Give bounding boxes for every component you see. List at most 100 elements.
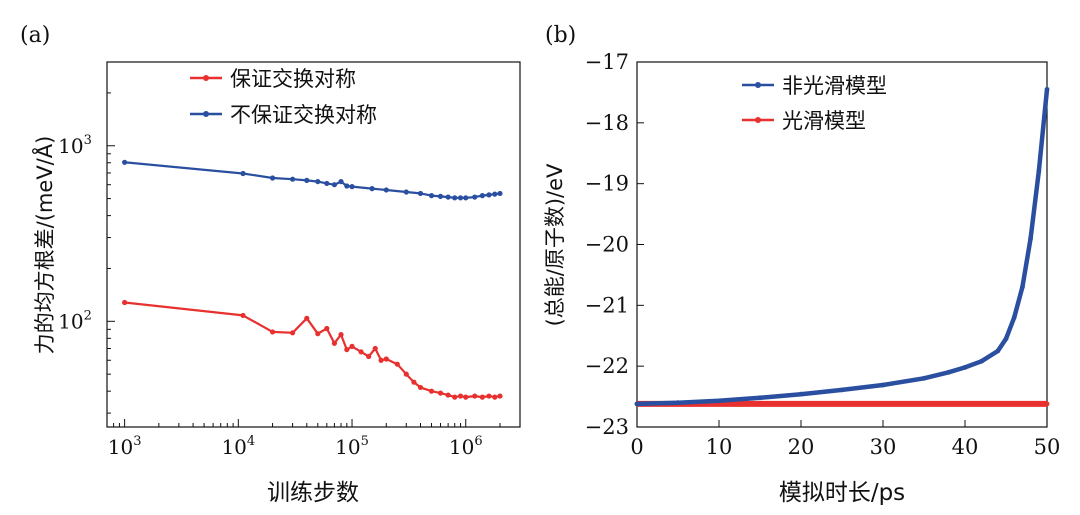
panel-b-series xyxy=(634,86,1050,407)
a-series-point-1 xyxy=(497,190,503,197)
panel-a-x-axis-label: 训练步数 xyxy=(267,480,359,506)
a-series-point-1 xyxy=(369,186,375,192)
b-series-point-0 xyxy=(757,395,763,401)
a-series-point-0 xyxy=(486,393,492,399)
a-series-point-1 xyxy=(486,192,492,198)
a-series-point-0 xyxy=(378,357,384,363)
a-series-point-1 xyxy=(331,182,338,188)
a-x-tick-label: 104 xyxy=(221,434,255,459)
a-series-point-1 xyxy=(492,191,498,197)
a-x-tick-base: 10 xyxy=(335,435,360,459)
a-series-point-0 xyxy=(358,349,364,355)
a-series-point-1 xyxy=(383,187,389,193)
panel-b: (b) 0 10 20 30 40 50 −23 −22 −21 −20 −19 −18 −17 模拟时… xyxy=(543,23,1060,506)
b-series-line-0 xyxy=(636,89,1050,407)
a-series-point-0 xyxy=(240,312,246,319)
a-series-point-1 xyxy=(344,183,350,189)
b-series-point-0 xyxy=(1020,284,1025,290)
b-x-tick-label: 30 xyxy=(870,435,897,459)
a-y-tick-base: 10 xyxy=(58,309,83,333)
a-x-tick-exp: 6 xyxy=(474,434,482,449)
b-series-point-0 xyxy=(1028,236,1033,241)
a-series-point-0 xyxy=(304,315,310,321)
a-series-point-1 xyxy=(338,178,344,185)
a-series-point-1 xyxy=(349,184,355,190)
a-series-point-1 xyxy=(289,176,296,182)
b-x-tick-label: 50 xyxy=(1034,435,1061,459)
a-series-point-0 xyxy=(411,379,417,385)
legend-b-marker-0 xyxy=(755,82,761,88)
b-series-point-0 xyxy=(675,400,681,406)
a-y-tick-exp: 2 xyxy=(84,308,92,323)
a-series-point-0 xyxy=(428,388,435,394)
a-series-line-0 xyxy=(124,301,501,399)
legend-a-marker-0 xyxy=(203,75,209,81)
a-y-tick-base: 10 xyxy=(58,134,83,158)
b-series-point-0 xyxy=(716,398,722,404)
a-series-point-0 xyxy=(437,390,444,396)
b-y-tick-label: −21 xyxy=(585,293,629,317)
a-x-tick-exp: 4 xyxy=(247,434,255,449)
a-series-point-1 xyxy=(304,177,310,183)
panel-b-ticks: 0 10 20 30 40 50 −23 −22 −21 −20 −19 −18 −17 xyxy=(585,50,1061,459)
a-x-tick-exp: 3 xyxy=(133,434,141,449)
a-series-point-0 xyxy=(472,393,478,399)
a-series-point-0 xyxy=(463,394,469,400)
a-series-point-1 xyxy=(479,193,485,199)
a-y-tick-exp: 3 xyxy=(84,133,92,148)
a-series-point-0 xyxy=(417,384,424,391)
a-series-point-0 xyxy=(492,394,498,400)
b-series-point-0 xyxy=(1036,169,1042,174)
a-series-point-1 xyxy=(457,195,464,201)
b-x-tick-label: 0 xyxy=(630,435,643,459)
b-series-point-0 xyxy=(946,369,951,375)
a-series-point-0 xyxy=(445,392,451,398)
a-series-point-1 xyxy=(445,194,451,200)
b-x-tick-label: 40 xyxy=(952,435,979,459)
b-y-tick-label: −20 xyxy=(585,233,629,257)
a-series-point-0 xyxy=(372,345,378,352)
a-x-tick-label: 105 xyxy=(335,434,369,459)
b-x-tick-label: 10 xyxy=(706,435,733,459)
a-series-point-0 xyxy=(324,325,330,332)
panel-a-y-axis-label: 力的均方根差/(meV/Å) xyxy=(31,136,57,355)
panel-b-x-axis-label: 模拟时长/ps xyxy=(779,480,905,506)
legend-a-label-1: 不保证交换对称 xyxy=(230,103,377,127)
a-series-point-0 xyxy=(344,346,350,353)
b-y-tick-label: −19 xyxy=(585,172,629,196)
panel-a-legend: 保证交换对称 不保证交换对称 xyxy=(190,67,377,127)
a-x-tick-label: 106 xyxy=(449,434,483,459)
a-series-point-0 xyxy=(338,332,344,338)
a-series-point-0 xyxy=(269,329,276,335)
a-series-point-1 xyxy=(428,193,435,199)
b-series-point-0 xyxy=(921,375,927,381)
a-series-point-0 xyxy=(331,340,338,346)
a-series-line-1 xyxy=(124,161,501,199)
a-series-point-1 xyxy=(417,190,424,197)
b-series-point-0 xyxy=(962,364,968,370)
a-series-point-0 xyxy=(383,356,389,362)
b-series-point-0 xyxy=(1011,315,1017,320)
b-series-point-0 xyxy=(1044,86,1050,92)
b-x-tick-label: 20 xyxy=(788,435,815,459)
a-x-tick-base: 10 xyxy=(221,435,246,459)
a-series-point-1 xyxy=(240,170,246,177)
a-series-point-0 xyxy=(497,393,503,399)
a-series-point-1 xyxy=(463,195,469,201)
a-series-point-0 xyxy=(452,394,458,400)
a-y-tick-label: 103 xyxy=(58,133,92,158)
b-series-point-0 xyxy=(995,348,1001,354)
a-series-point-0 xyxy=(122,299,128,306)
b-series-point-0 xyxy=(839,387,845,393)
b-y-tick-label: −22 xyxy=(585,354,629,378)
legend-a-label-0: 保证交换对称 xyxy=(230,67,356,91)
b-series-point-1 xyxy=(1044,401,1050,407)
a-series-point-0 xyxy=(289,330,296,336)
a-x-tick-label: 103 xyxy=(108,434,142,459)
panel-b-y-axis-label: (总能/原子数)/eV xyxy=(543,163,567,326)
a-x-tick-base: 10 xyxy=(108,435,133,459)
a-series-point-1 xyxy=(472,194,478,200)
a-series-point-0 xyxy=(403,371,409,377)
b-series-point-0 xyxy=(634,401,640,407)
